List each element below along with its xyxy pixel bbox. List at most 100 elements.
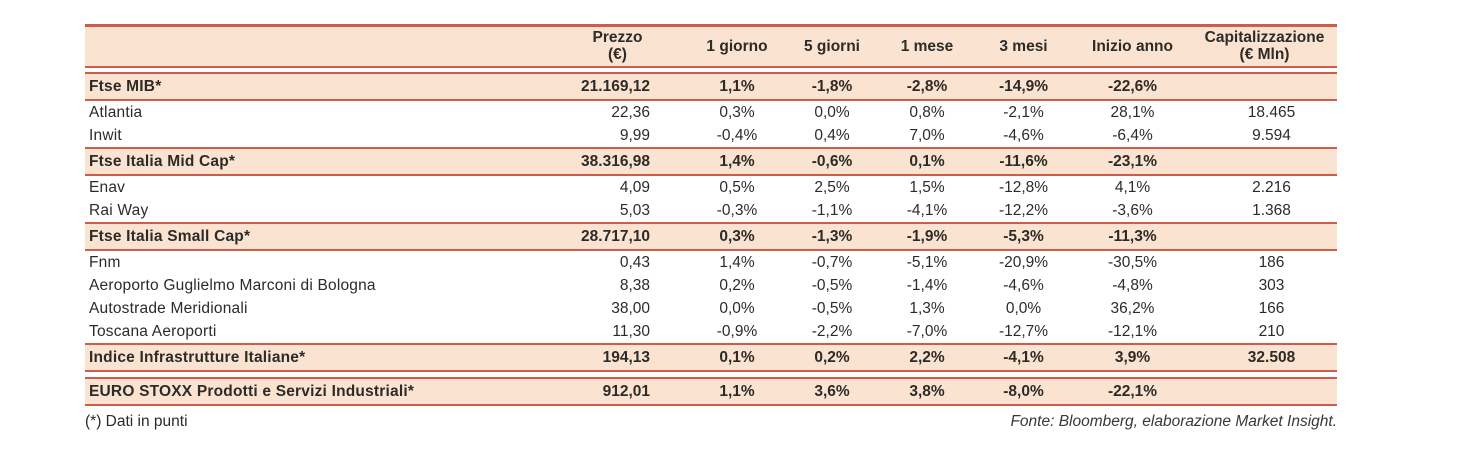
- row-name: Inwit: [89, 126, 122, 144]
- cell-value: 36,2%: [1110, 299, 1155, 317]
- cell-value: 186: [1258, 253, 1285, 271]
- table-row: Enav 4,09 0,5% 2,5% 1,5% -12,8% 4,1% 2.216: [85, 176, 1337, 199]
- table-row: EURO STOXX Prodotti e Servizi Industrial…: [85, 376, 1337, 406]
- cell-value: -22,6%: [1107, 77, 1158, 95]
- row-name: Toscana Aeroporti: [89, 322, 217, 340]
- cell-value: 1.368: [1252, 201, 1291, 219]
- cell-value: -12,8%: [998, 178, 1049, 196]
- table-row: Ftse Italia Small Cap* 28.717,10 0,3% -1,3%…: [85, 221, 1337, 251]
- cell-value: -0,5%: [811, 276, 853, 294]
- cell-value: -2,2%: [811, 322, 853, 340]
- table-row: Indice Infrastrutture Italiane* 194,13 0,1…: [85, 342, 1337, 372]
- cell-value: 21.169,12: [581, 77, 650, 95]
- cell-value: 0,0%: [1005, 299, 1042, 317]
- source-note: Fonte: Bloomberg, elaborazione Market In…: [1010, 412, 1337, 430]
- table-row: Aeroporto Guglielmo Marconi di Bologna 8,…: [85, 274, 1337, 297]
- cell-value: -0,7%: [811, 253, 853, 271]
- cell-value: 2,2%: [909, 348, 945, 366]
- cell-value: 2.216: [1252, 178, 1291, 196]
- cell-value: -8,0%: [1003, 382, 1044, 400]
- cell-value: 38.316,98: [581, 152, 650, 170]
- cell-value: 1,3%: [909, 299, 945, 317]
- cell-value: 0,4%: [814, 126, 850, 144]
- cell-value: 3,6%: [814, 382, 850, 400]
- col-header-prezzo: Prezzo (€): [592, 29, 643, 64]
- table-row: Rai Way 5,03 -0,3% -1,1% -4,1% -12,2% -3,6% 1.3…: [85, 199, 1337, 222]
- cell-value: -4,1%: [906, 201, 948, 219]
- header-row: Prezzo (€) 1 giorno 5 giorni 1 mese 3 me…: [85, 24, 1337, 68]
- table-row: Fnm 0,43 1,4% -0,7% -5,1% -20,9% -30,5% 186: [85, 251, 1337, 274]
- cell-value: -11,6%: [999, 152, 1048, 170]
- cell-value: 22,36: [611, 103, 650, 121]
- page: Prezzo (€) 1 giorno 5 giorni 1 mese 3 me…: [85, 24, 1337, 431]
- col-header-1-giorno: 1 giorno: [706, 37, 768, 55]
- row-name: Aeroporto Guglielmo Marconi di Bologna: [89, 276, 376, 294]
- cell-value: -4,8%: [1112, 276, 1153, 294]
- row-name: EURO STOXX Prodotti e Servizi Industrial…: [89, 382, 415, 400]
- row-name: Ftse Italia Small Cap*: [89, 227, 251, 245]
- cell-value: -4,1%: [1003, 348, 1044, 366]
- cell-value: 32.508: [1247, 348, 1296, 366]
- cell-value: -0,9%: [716, 322, 758, 340]
- cell-value: 7,0%: [909, 126, 945, 144]
- cell-value: 1,1%: [719, 382, 755, 400]
- cell-value: -6,4%: [1112, 126, 1153, 144]
- table-body: Ftse MIB* 21.169,12 1,1% -1,8% -2,8% -14,9% -2…: [85, 71, 1337, 406]
- cell-value: -23,1%: [1107, 152, 1158, 170]
- cell-value: 303: [1258, 276, 1285, 294]
- cell-value: -0,6%: [811, 152, 853, 170]
- cell-value: -14,9%: [998, 77, 1049, 95]
- cell-value: 5,03: [619, 201, 650, 219]
- table-row: Ftse MIB* 21.169,12 1,1% -1,8% -2,8% -14,9% -2…: [85, 71, 1337, 101]
- row-name: Indice Infrastrutture Italiane*: [89, 348, 306, 366]
- cell-value: -5,3%: [1003, 227, 1044, 245]
- cell-value: 0,8%: [909, 103, 945, 121]
- cell-value: 0,3%: [719, 103, 755, 121]
- cell-value: 4,1%: [1114, 178, 1151, 196]
- table-row: Autostrade Meridionali 38,00 0,0% -0,5% 1,3%…: [85, 297, 1337, 320]
- cell-value: -3,6%: [1112, 201, 1153, 219]
- table-footer: (*) Dati in punti Fonte: Bloomberg, elab…: [85, 413, 1337, 431]
- cell-value: 2,5%: [814, 178, 850, 196]
- cell-value: 1,1%: [719, 77, 755, 95]
- cell-value: 166: [1258, 299, 1285, 317]
- cell-value: -4,6%: [1003, 276, 1044, 294]
- row-name: Ftse MIB*: [89, 77, 162, 95]
- cell-value: -12,7%: [998, 322, 1049, 340]
- cell-value: -11,3%: [1108, 227, 1157, 245]
- table-row: Toscana Aeroporti 11,30 -0,9% -2,2% -7,0% -12…: [85, 320, 1337, 343]
- cell-value: -1,4%: [906, 276, 948, 294]
- cell-value: 0,43: [619, 253, 650, 271]
- row-name: Fnm: [89, 253, 121, 271]
- cell-value: 9.594: [1252, 126, 1291, 144]
- cell-value: -2,8%: [906, 77, 948, 95]
- cell-value: -4,6%: [1003, 126, 1044, 144]
- cell-value: 0,1%: [719, 348, 755, 366]
- table-row: Inwit 9,99 -0,4% 0,4% 7,0% -4,6% -6,4% 9.594: [85, 124, 1337, 147]
- cell-value: 38,00: [611, 299, 650, 317]
- cell-value: 1,4%: [719, 253, 755, 271]
- cell-value: 0,3%: [719, 227, 755, 245]
- cell-value: -1,3%: [811, 227, 853, 245]
- cell-value: 0,1%: [909, 152, 945, 170]
- cell-value: 1,5%: [909, 178, 945, 196]
- cell-value: 210: [1258, 322, 1285, 340]
- corner-cell: [85, 44, 545, 48]
- cell-value: 912,01: [602, 382, 650, 400]
- cell-value: 194,13: [602, 348, 650, 366]
- cell-value: 3,8%: [909, 382, 945, 400]
- cell-value: -30,5%: [1107, 253, 1158, 271]
- cell-value: 0,0%: [814, 103, 850, 121]
- col-header-3-mesi: 3 mesi: [999, 37, 1048, 55]
- cell-value: 18.465: [1247, 103, 1296, 121]
- cell-value: -12,2%: [998, 201, 1049, 219]
- col-header-capitalizzazione: Capitalizzazione (€ Mln): [1204, 29, 1325, 64]
- cell-value: 8,38: [619, 276, 650, 294]
- table-row: Ftse Italia Mid Cap* 38.316,98 1,4% -0,6% 0,…: [85, 146, 1337, 176]
- col-header-inizio-anno: Inizio anno: [1092, 37, 1173, 55]
- cell-value: -1,1%: [811, 201, 853, 219]
- cell-value: 0,2%: [814, 348, 850, 366]
- footnote: (*) Dati in punti: [85, 412, 188, 430]
- row-name: Enav: [89, 178, 126, 196]
- cell-value: -2,1%: [1003, 103, 1044, 121]
